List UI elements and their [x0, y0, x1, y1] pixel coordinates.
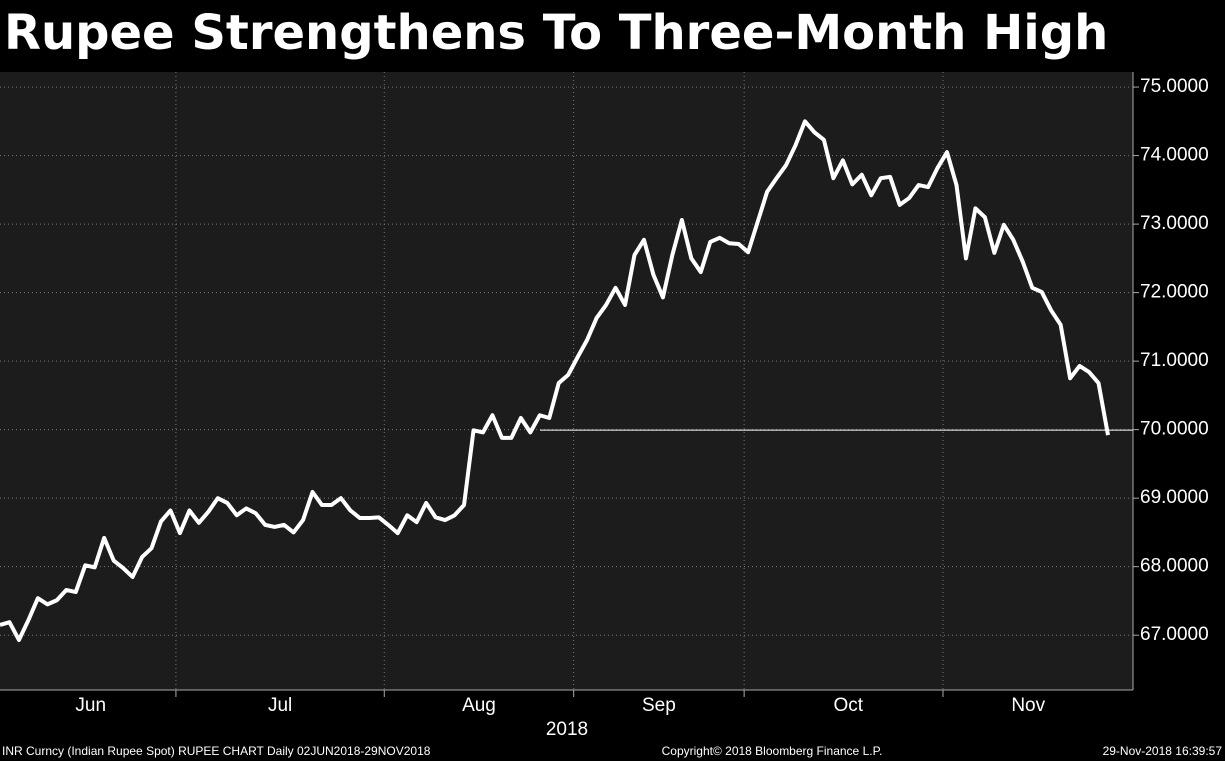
x-tick-label: Nov: [1011, 695, 1045, 716]
y-tick-label: 69.0000: [1140, 487, 1209, 508]
x-tick-label: Sep: [642, 695, 676, 716]
footer-center: Copyright© 2018 Bloomberg Finance L.P.: [662, 744, 883, 758]
x-tick-label: Jun: [75, 695, 106, 716]
plot-area: [0, 72, 1133, 690]
x-tick-label: Jul: [268, 695, 292, 716]
y-tick-label: 67.0000: [1140, 624, 1209, 645]
y-tick-label: 75.0000: [1140, 76, 1209, 97]
y-tick-label: 74.0000: [1140, 145, 1209, 166]
y-tick-label: 68.0000: [1140, 556, 1209, 577]
x-tick-label: Aug: [462, 695, 496, 716]
x-tick-label: Oct: [834, 695, 864, 716]
chart-title: Rupee Strengthens To Three-Month High: [4, 5, 1108, 61]
series-line: [0, 119, 1110, 642]
x-axis-label: 2018: [546, 719, 588, 740]
footer-right: 29-Nov-2018 16:39:57: [1103, 744, 1223, 758]
y-tick-label: 70.0000: [1140, 419, 1209, 440]
y-tick-label: 71.0000: [1140, 350, 1209, 371]
y-tick-label: 72.0000: [1140, 282, 1209, 303]
y-tick-label: 73.0000: [1140, 213, 1209, 234]
footer-left: INR Curncy (Indian Rupee Spot) RUPEE CHA…: [2, 744, 431, 758]
